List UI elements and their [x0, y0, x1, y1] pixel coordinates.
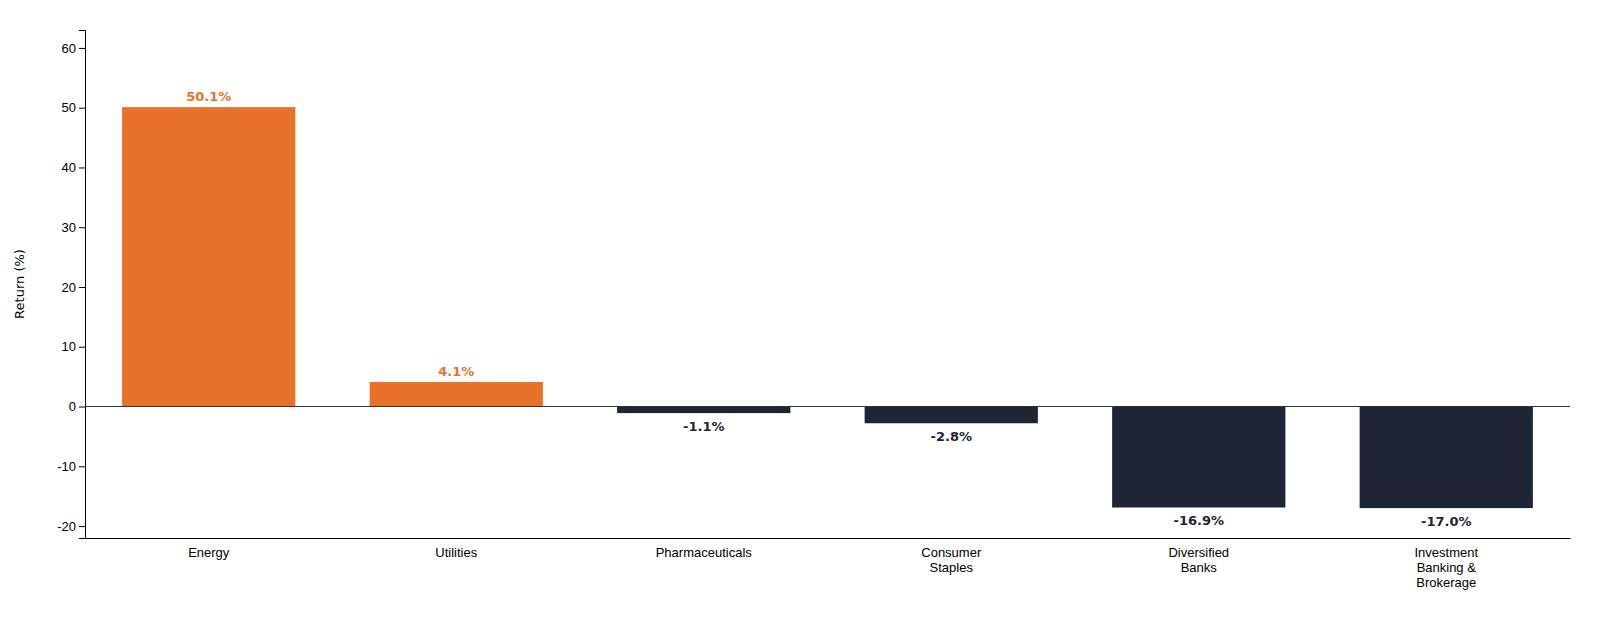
- zero-line: [85, 406, 1570, 407]
- x-tick: Pharmaceuticals: [656, 545, 753, 560]
- x-tick-label: Pharmaceuticals: [656, 545, 753, 560]
- y-tick: -20: [57, 519, 85, 534]
- y-tick: 10: [62, 339, 85, 354]
- chart-svg: -20 -10 0 10 20 30 40 50 60 Energy Utilities Pharma…: [0, 0, 1600, 618]
- y-tick: 30: [62, 220, 85, 235]
- bar: [122, 107, 295, 406]
- x-tick-label-line: Banking &: [1417, 560, 1477, 575]
- bar: [1112, 407, 1285, 508]
- y-axis-title: Return (%): [12, 249, 27, 319]
- y-tick-mark: [79, 167, 85, 168]
- bar: [1360, 407, 1533, 509]
- x-tick: DiversifiedBanks: [1168, 545, 1229, 575]
- x-tick: InvestmentBanking &Brokerage: [1414, 545, 1478, 590]
- y-tick-label: 50: [62, 100, 76, 115]
- data-label: 4.1%: [438, 364, 474, 379]
- y-axis-line: [79, 31, 86, 539]
- data-label: -2.8%: [931, 429, 972, 444]
- data-labels: 50.1% 4.1% -1.1% -2.8% -16.9% -17.0%: [186, 89, 1471, 529]
- x-tick-label-line: Banks: [1181, 560, 1218, 575]
- x-tick-label-line: Pharmaceuticals: [656, 545, 753, 560]
- y-tick-label: 40: [62, 160, 76, 175]
- plot-area: -20 -10 0 10 20 30 40 50 60 Energy Utilities Pharma…: [57, 31, 1570, 591]
- bar: [617, 407, 790, 414]
- data-label: 50.1%: [186, 89, 231, 104]
- y-tick-mark: [79, 407, 85, 408]
- x-tick-label: ConsumerStaples: [921, 545, 982, 575]
- x-tick-label-line: Staples: [930, 560, 974, 575]
- x-tick-label-line: Diversified: [1168, 545, 1229, 560]
- y-tick-mark: [79, 48, 85, 49]
- chart-container: -20 -10 0 10 20 30 40 50 60 Energy Utilities Pharma…: [0, 0, 1600, 618]
- y-tick-mark: [79, 108, 85, 109]
- y-tick-label: -10: [57, 459, 76, 474]
- y-tick-mark: [79, 287, 85, 288]
- data-label: -16.9%: [1174, 513, 1225, 528]
- x-tick-label-line: Utilities: [435, 545, 477, 560]
- bar: [370, 382, 543, 407]
- y-tick-mark: [79, 526, 85, 527]
- x-tick: ConsumerStaples: [921, 545, 982, 575]
- y-tick: 40: [62, 160, 85, 175]
- y-tick: 20: [62, 280, 85, 295]
- x-axis: Energy Utilities Pharmaceuticals ConsumerSt…: [86, 539, 1571, 591]
- x-tick-label: Utilities: [435, 545, 477, 560]
- bar: [865, 407, 1038, 424]
- y-tick-mark: [79, 347, 85, 348]
- x-tick-label-line: Brokerage: [1416, 575, 1476, 590]
- y-tick-label: 20: [62, 280, 76, 295]
- y-tick: 0: [69, 399, 85, 414]
- x-tick-label-line: Investment: [1414, 545, 1478, 560]
- y-tick-label: 30: [62, 220, 76, 235]
- y-tick: -10: [57, 459, 85, 474]
- x-axis-line: [86, 538, 1571, 539]
- x-tick: Utilities: [435, 545, 477, 560]
- y-tick-label: -20: [57, 519, 76, 534]
- y-tick-mark: [79, 227, 85, 228]
- x-tick-label-line: Energy: [188, 545, 230, 560]
- bars: [122, 107, 1533, 508]
- x-tick-label: Energy: [188, 545, 230, 560]
- x-tick-label-line: Consumer: [921, 545, 982, 560]
- y-tick: 60: [62, 41, 85, 56]
- x-tick-label: DiversifiedBanks: [1168, 545, 1229, 575]
- y-axis: -20 -10 0 10 20 30 40 50 60: [57, 31, 85, 539]
- y-tick-label: 60: [62, 41, 76, 56]
- y-tick-label: 0: [69, 399, 76, 414]
- data-label: -17.0%: [1421, 514, 1472, 529]
- y-tick-label: 10: [62, 339, 76, 354]
- y-tick: 50: [62, 100, 85, 115]
- x-tick: Energy: [188, 545, 230, 560]
- data-label: -1.1%: [683, 419, 724, 434]
- x-tick-label: InvestmentBanking &Brokerage: [1414, 545, 1478, 590]
- y-tick-mark: [79, 466, 85, 467]
